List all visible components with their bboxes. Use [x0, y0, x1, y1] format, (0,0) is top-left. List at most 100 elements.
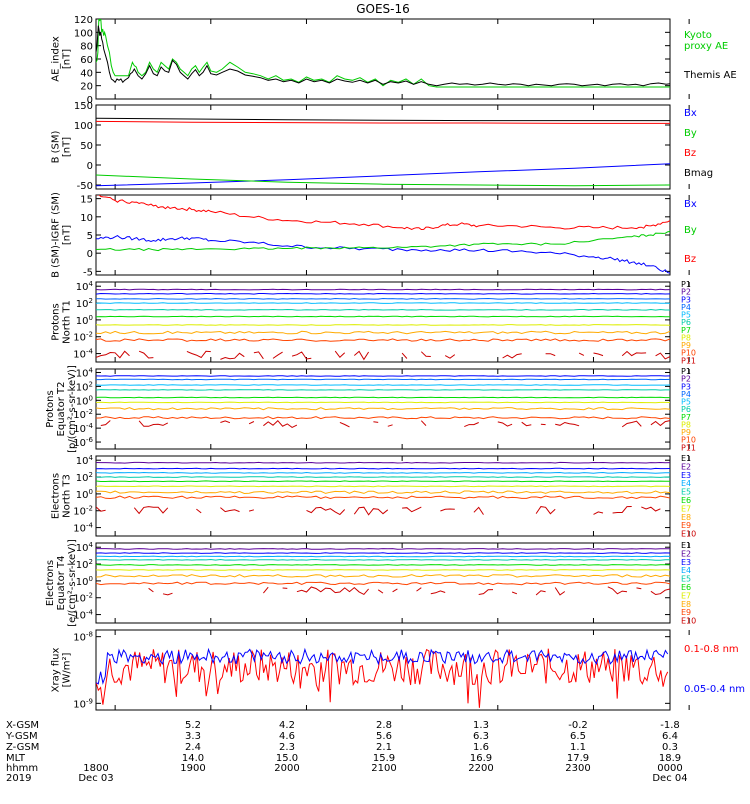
flux-channel-line	[96, 461, 670, 464]
y-tick-label: 10-8	[73, 631, 93, 644]
time-tick-label: 2200	[468, 763, 493, 774]
legend-entry: Themis AE	[683, 70, 737, 81]
ephemeris-value: 6.3	[473, 731, 489, 742]
y-tick-label: 10-9	[73, 697, 93, 710]
flux-channel-line	[96, 569, 670, 571]
panel-electrons_north: 104 102 100 10-2 10-4 Electrons North T3 E1E2E3…	[51, 454, 697, 539]
y-axis-label: [W/m²]	[62, 652, 73, 687]
ephemeris-value: 1.3	[473, 720, 489, 731]
legend-entry: P2	[681, 288, 691, 297]
legend-entry: P4	[681, 303, 691, 312]
legend-entry: E8	[681, 513, 691, 522]
legend-entry: E3	[681, 558, 691, 567]
y-tick-label: 5	[87, 231, 93, 242]
y-tick-label: 0	[87, 161, 93, 172]
y-tick-label: 102	[76, 380, 93, 393]
legend-entry: E4	[681, 479, 691, 488]
legend-entry: 0.05-0.4 nm	[684, 684, 745, 695]
legend-entry: E10	[681, 617, 696, 626]
flux-channel-line	[96, 350, 670, 361]
series-line-bx	[96, 235, 670, 274]
data-layer	[96, 461, 670, 515]
plot-title: GOES-16	[356, 2, 410, 16]
legend-entry: Kyoto	[684, 30, 712, 41]
legend-entry: P10	[681, 436, 696, 445]
legend-entry: E8	[681, 600, 691, 609]
ephemeris-value: 2.3	[279, 742, 295, 753]
y-tick-label: 104	[76, 280, 94, 293]
legend-entry: P5	[681, 398, 691, 407]
y-tick-label: 15	[80, 195, 93, 206]
legend-entry: P6	[681, 405, 691, 414]
y-tick-label: 0	[87, 249, 93, 260]
legend-entry: P11	[681, 356, 696, 365]
legend-entry: P10	[681, 349, 696, 358]
flux-channel-line	[96, 288, 670, 291]
flux-channel-line	[96, 507, 670, 515]
legend-entry: By	[684, 225, 697, 236]
y-axis-label: [nT]	[62, 49, 73, 69]
y-axis-label: [e/(cm²-s-sr-keV)]	[67, 539, 78, 627]
series-line-bx	[96, 163, 670, 187]
legend-entry: P2	[681, 375, 691, 384]
y-axis-label: Protons	[51, 303, 62, 340]
flux-channel-line	[96, 476, 670, 478]
ephemeris-value: 17.9	[567, 753, 589, 764]
data-layer	[96, 548, 670, 596]
y-axis-label: [nT]	[62, 137, 73, 157]
panel-frame	[95, 455, 671, 537]
data-layer	[96, 375, 670, 428]
ephemeris-value: 5.2	[185, 720, 201, 731]
legend-entry: E2	[681, 549, 691, 558]
legend-entry: E5	[681, 575, 691, 584]
y-tick-label: 10-4	[73, 522, 93, 535]
data-layer	[96, 19, 670, 88]
y-tick-label: 100	[76, 488, 93, 501]
data-layer	[96, 195, 670, 274]
series-line-bz	[96, 120, 670, 124]
time-tick-label: 2000	[274, 763, 299, 774]
y-axis-label: Electrons	[45, 560, 56, 606]
legend-entry: proxy AE	[684, 41, 728, 52]
legend-entry: P8	[681, 333, 691, 342]
start-date-label: Dec 03	[78, 773, 113, 784]
flux-channel-line	[96, 401, 670, 404]
legend-entry: E3	[681, 471, 691, 480]
time-tick-label: 2300	[565, 763, 590, 774]
ephemeris-value: 1.6	[473, 742, 489, 753]
flux-channel-line	[96, 375, 670, 377]
legend-entry: Bx	[684, 108, 697, 119]
y-tick-label: 10-2	[73, 505, 93, 518]
end-date-label: Dec 04	[652, 773, 687, 784]
legend-entry: P5	[681, 311, 691, 320]
legend-entry: E1	[681, 541, 691, 550]
flux-channel-line	[96, 384, 670, 386]
ephemeris-value: 4.6	[279, 731, 295, 742]
y-axis-label: [p/(cm²-s-sr-keV)]	[67, 365, 78, 453]
ephemeris-value: 4.2	[279, 720, 295, 731]
legend-entry: By	[684, 128, 697, 139]
legend-entry: E7	[681, 591, 691, 600]
ephemeris-value: 0.3	[662, 742, 678, 753]
flux-channel-line	[96, 396, 670, 399]
flux-channel-line	[96, 495, 670, 500]
y-axis-label: [nT]	[62, 225, 73, 245]
flux-channel-line	[96, 467, 670, 470]
ephemeris-value: 2.1	[376, 742, 392, 753]
flux-channel-line	[100, 419, 670, 428]
y-tick-label: 102	[76, 471, 93, 484]
legend-entry: P9	[681, 341, 691, 350]
panel-protons_north: 104 102 100 10-2 10-4 Protons North T1 P1P2P3P4…	[51, 280, 697, 365]
flux-channel-line	[96, 552, 670, 554]
y-axis-label: AE_index	[51, 36, 62, 82]
row-label: MLT	[6, 753, 26, 764]
legend-entry: E9	[681, 521, 691, 530]
flux-channel-line	[96, 292, 670, 295]
series-line-bmag	[96, 117, 670, 122]
y-tick-label: 104	[76, 454, 94, 467]
legend-entry: E2	[681, 462, 691, 471]
ephemeris-value: 5.6	[376, 731, 392, 742]
